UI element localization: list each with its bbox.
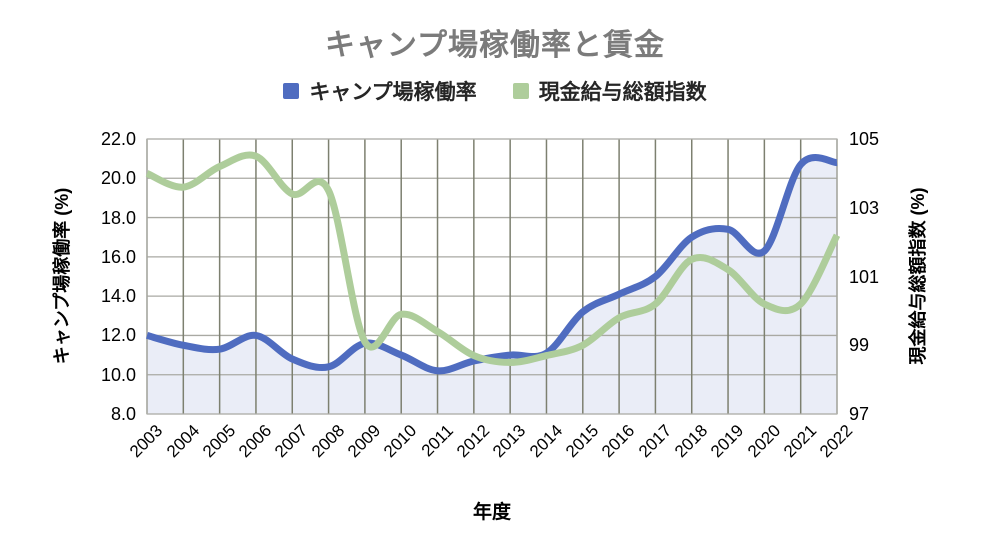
- y-axis-left-tick: 20.0: [100, 168, 136, 189]
- legend-label-occupancy: キャンプ場稼働率: [309, 81, 477, 104]
- y-axis-right-tick: 101: [849, 266, 880, 287]
- legend-label-wage-index: 現金給与総額指数: [538, 81, 707, 104]
- right-axis-title: 現金給与総額指数 (%): [908, 187, 928, 365]
- y-axis-left-tick: 14.0: [100, 286, 136, 307]
- legend-item-occupancy: キャンプ場稼働率: [283, 76, 477, 106]
- y-axis-right-tick: 97: [849, 404, 870, 424]
- area-fill-left: [147, 157, 837, 414]
- y-axis-left-tick: 10.0: [100, 364, 136, 385]
- y-axis-right-tick: 103: [849, 197, 880, 218]
- legend: キャンプ場稼働率 現金給与総額指数: [0, 76, 990, 106]
- legend-swatch-occupancy: [283, 83, 300, 99]
- y-axis-left-tick: 12.0: [100, 325, 136, 346]
- legend-swatch-wage-index: [512, 83, 529, 99]
- left-axis-title: キャンプ場稼働率 (%): [52, 187, 72, 365]
- x-axis-title: 年度: [472, 502, 511, 523]
- y-axis-right-tick: 105: [849, 129, 880, 149]
- chart-title: キャンプ場稼働率と賃金: [324, 29, 666, 62]
- y-axis-left-tick: 18.0: [100, 207, 136, 228]
- plot-border: [146, 138, 838, 415]
- series-line-0: [146, 154, 838, 375]
- y-axis-right-tick: 99: [849, 335, 870, 356]
- series-line-1: [145, 151, 841, 366]
- y-axis-left-tick: 16.0: [100, 246, 136, 267]
- y-axis-left-tick: 8.0: [110, 404, 136, 424]
- legend-item-wage-index: 現金給与総額指数: [512, 76, 707, 106]
- y-axis-left-tick: 22.0: [100, 129, 136, 149]
